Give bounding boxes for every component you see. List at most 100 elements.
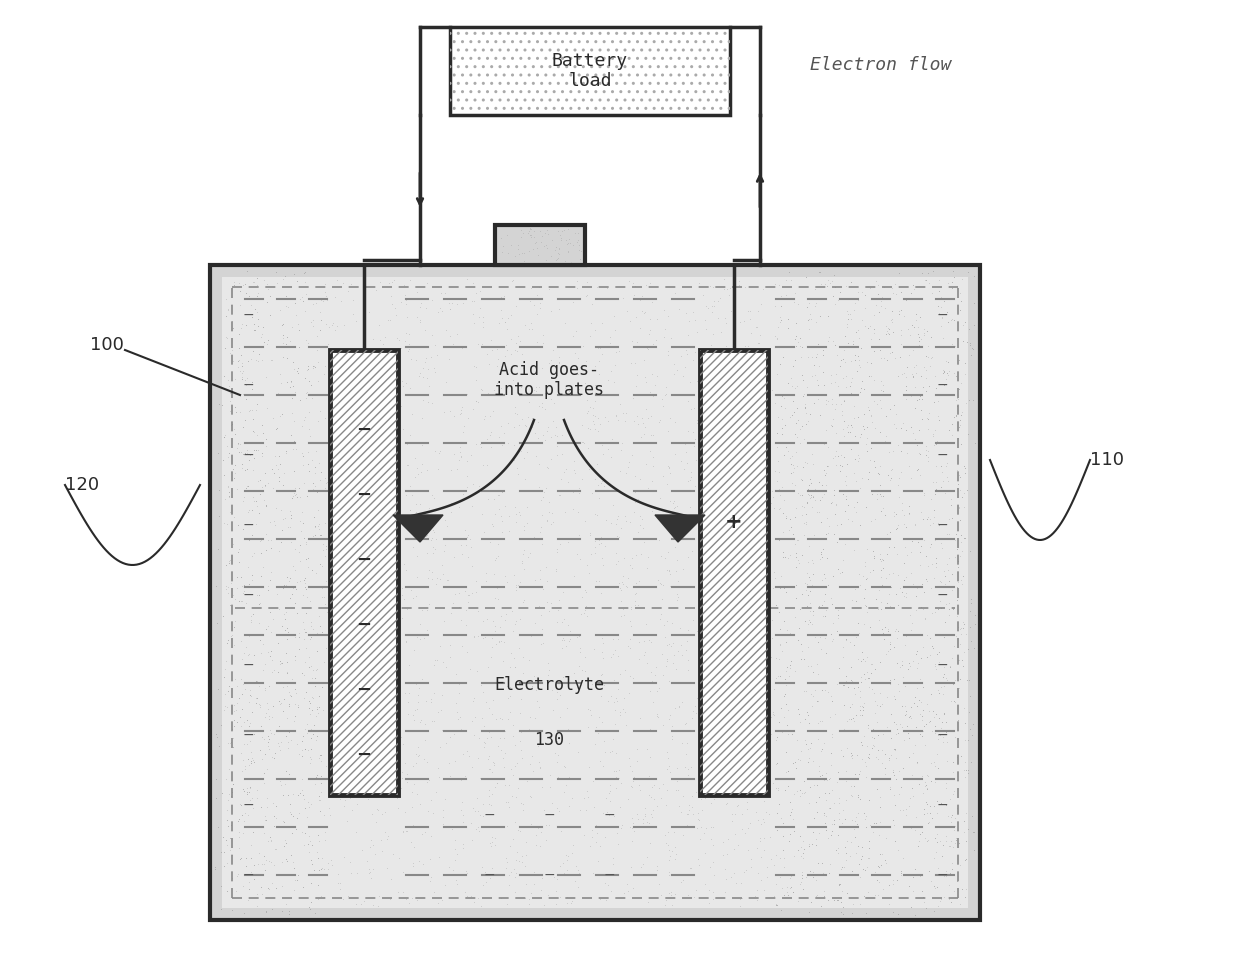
Point — [584, 400, 604, 415]
Point — [750, 327, 770, 342]
Point — [785, 352, 805, 368]
Point — [904, 342, 924, 358]
Point — [372, 737, 392, 753]
Point — [899, 661, 919, 677]
Point — [532, 535, 552, 551]
Point — [872, 857, 892, 873]
Point — [853, 372, 873, 388]
Point — [458, 528, 477, 544]
Point — [541, 352, 560, 368]
Point — [295, 303, 315, 319]
Point — [647, 683, 667, 699]
Point — [569, 644, 589, 660]
Point — [263, 651, 283, 667]
Point — [913, 639, 932, 654]
Point — [440, 504, 460, 520]
Point — [454, 418, 474, 434]
Point — [735, 645, 755, 661]
Point — [749, 518, 769, 533]
Point — [358, 679, 378, 694]
Point — [811, 546, 831, 562]
Point — [950, 681, 970, 696]
Point — [811, 514, 831, 529]
Point — [293, 743, 312, 759]
Point — [569, 381, 589, 397]
Point — [303, 725, 322, 741]
Point — [472, 710, 492, 725]
Point — [626, 586, 646, 602]
Point — [306, 295, 326, 311]
Point — [854, 653, 874, 669]
Point — [553, 630, 573, 645]
Point — [440, 768, 460, 784]
Point — [870, 547, 890, 563]
Point — [471, 381, 491, 397]
Point — [250, 700, 270, 716]
Point — [479, 385, 498, 401]
Point — [640, 683, 660, 699]
Point — [861, 408, 880, 423]
Point — [795, 499, 815, 515]
Point — [324, 723, 343, 739]
Point — [784, 464, 804, 480]
Point — [618, 459, 637, 475]
Point — [852, 734, 872, 750]
Point — [487, 374, 507, 390]
Point — [285, 541, 305, 557]
Point — [903, 277, 923, 292]
Point — [218, 372, 238, 388]
Point — [841, 378, 861, 394]
Point — [936, 371, 956, 387]
Point — [491, 743, 511, 759]
Point — [934, 659, 954, 675]
Point — [368, 603, 388, 618]
Point — [893, 850, 913, 866]
Point — [773, 505, 792, 521]
Point — [831, 905, 851, 920]
Point — [239, 779, 259, 795]
Point — [257, 621, 277, 637]
Point — [911, 402, 931, 417]
Point — [370, 461, 389, 477]
Point — [782, 407, 802, 422]
Point — [815, 735, 835, 751]
Point — [224, 421, 244, 437]
Point — [888, 623, 908, 639]
Point — [216, 581, 236, 597]
Point — [916, 363, 936, 378]
Point — [244, 316, 264, 332]
Point — [252, 446, 272, 461]
Point — [880, 472, 900, 488]
Point — [508, 237, 528, 253]
Point — [474, 718, 494, 733]
Point — [232, 460, 252, 476]
Point — [388, 419, 408, 435]
Point — [916, 438, 936, 453]
Point — [928, 835, 947, 850]
Point — [233, 585, 253, 601]
Point — [330, 546, 350, 562]
Point — [842, 696, 862, 712]
Point — [635, 370, 655, 385]
Point — [800, 864, 820, 879]
Point — [223, 776, 243, 792]
Point — [769, 714, 789, 729]
Point — [281, 732, 301, 748]
Point — [295, 264, 315, 280]
Point — [568, 744, 588, 760]
Point — [782, 726, 802, 742]
Point — [253, 886, 273, 902]
Point — [574, 605, 594, 621]
Point — [837, 303, 857, 319]
Point — [868, 859, 888, 875]
Point — [254, 333, 274, 349]
Point — [243, 606, 263, 622]
Point — [511, 742, 531, 758]
Point — [239, 576, 259, 592]
Point — [903, 883, 923, 899]
Point — [804, 555, 823, 570]
Point — [621, 618, 641, 634]
Point — [869, 612, 889, 628]
Point — [286, 685, 306, 701]
Point — [808, 666, 828, 682]
